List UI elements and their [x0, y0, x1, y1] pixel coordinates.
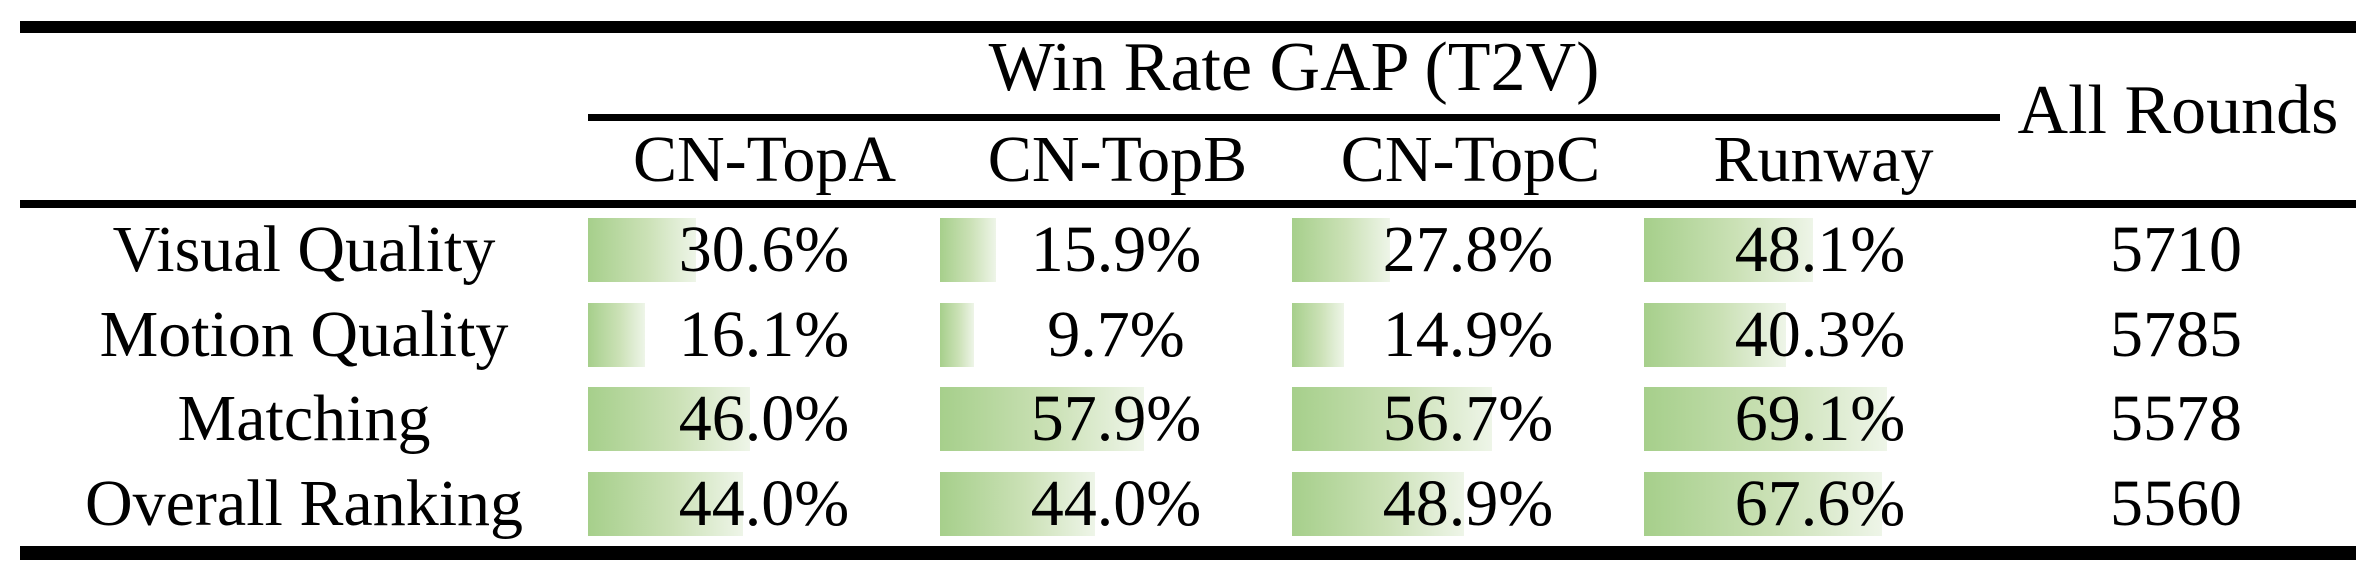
all-rounds-value: 5560 — [2110, 466, 2242, 540]
pct-cell: 48.1% — [1644, 208, 1996, 293]
all-rounds-value: 5578 — [2110, 382, 2242, 456]
pct-cell: 46.0% — [588, 377, 940, 462]
pct-cell: 16.1% — [588, 293, 940, 378]
data-bar — [588, 302, 645, 367]
pct-value: 9.7% — [1047, 297, 1185, 371]
pct-cell: 9.7% — [940, 293, 1292, 378]
row-label: Overall Ranking — [84, 466, 524, 540]
data-bar — [940, 218, 996, 283]
pct-value: 57.9% — [1030, 382, 1202, 456]
data-bar — [1292, 471, 1465, 536]
data-bar — [588, 387, 750, 452]
bottom-rule — [20, 546, 2356, 560]
table-row-visual-quality: Visual Quality 30.6% 15.9% 27.8% 48.1% 5… — [20, 208, 2356, 293]
group-header-underline-rule — [588, 114, 2000, 121]
data-bar — [1292, 218, 1390, 283]
table-row-motion-quality: Motion Quality 16.1% 9.7% 14.9% 40.3% 57… — [20, 293, 2356, 378]
pct-cell: 30.6% — [588, 208, 940, 293]
mid-rule — [20, 200, 2356, 208]
pct-cell: 40.3% — [1644, 293, 1996, 378]
pct-cell: 56.7% — [1292, 377, 1644, 462]
pct-value: 44.0% — [1030, 466, 1202, 540]
row-label: Matching — [177, 382, 431, 456]
pct-value: 48.9% — [1382, 466, 1554, 540]
row-label: Visual Quality — [112, 213, 496, 287]
pct-value: 46.0% — [678, 382, 850, 456]
row-label: Motion Quality — [99, 297, 509, 371]
data-bar — [588, 471, 743, 536]
pct-cell: 14.9% — [1292, 293, 1644, 378]
data-bar — [1292, 302, 1345, 367]
pct-cell: 44.0% — [940, 462, 1292, 547]
all-rounds-value: 5785 — [2110, 297, 2242, 371]
pct-cell: 27.8% — [1292, 208, 1644, 293]
data-bar — [1644, 218, 1814, 283]
column-header-cn-topc: CN-TopC — [1340, 123, 1601, 196]
data-bar — [1292, 387, 1492, 452]
pct-value: 14.9% — [1382, 297, 1554, 371]
group-header: Win Rate GAP (T2V) — [988, 29, 1600, 106]
column-header-runway: Runway — [1713, 123, 1934, 196]
pct-value: 30.6% — [678, 213, 850, 287]
table-row-overall-ranking: Overall Ranking 44.0% 44.0% 48.9% 67.6% … — [20, 462, 2356, 547]
data-bar — [1644, 387, 1888, 452]
table-row-matching: Matching 46.0% 57.9% 56.7% 69.1% 5578 — [20, 377, 2356, 462]
data-bar — [940, 302, 975, 367]
pct-value: 48.1% — [1734, 213, 1906, 287]
top-rule — [20, 21, 2356, 33]
pct-cell: 69.1% — [1644, 377, 1996, 462]
data-bar — [940, 387, 1144, 452]
pct-value: 69.1% — [1734, 382, 1906, 456]
pct-cell: 15.9% — [940, 208, 1292, 293]
column-header-row: CN-TopA CN-TopB CN-TopC Runway — [588, 123, 2000, 197]
table-body: Visual Quality 30.6% 15.9% 27.8% 48.1% 5… — [20, 208, 2356, 546]
data-bar — [1644, 302, 1786, 367]
column-header-cn-topb: CN-TopB — [987, 123, 1248, 196]
all-rounds-header: All Rounds — [2017, 72, 2339, 149]
pct-value: 40.3% — [1734, 297, 1906, 371]
data-bar — [940, 471, 1095, 536]
pct-value: 27.8% — [1382, 213, 1554, 287]
pct-value: 67.6% — [1734, 466, 1906, 540]
column-header-cn-topa: CN-TopA — [632, 123, 897, 196]
pct-value: 16.1% — [678, 297, 850, 371]
all-rounds-value: 5710 — [2110, 213, 2242, 287]
pct-cell: 57.9% — [940, 377, 1292, 462]
data-bar — [588, 218, 696, 283]
data-bar — [1644, 471, 1882, 536]
pct-cell: 67.6% — [1644, 462, 1996, 547]
pct-value: 56.7% — [1382, 382, 1554, 456]
pct-value: 44.0% — [678, 466, 850, 540]
pct-value: 15.9% — [1030, 213, 1202, 287]
pct-cell: 48.9% — [1292, 462, 1644, 547]
pct-cell: 44.0% — [588, 462, 940, 547]
